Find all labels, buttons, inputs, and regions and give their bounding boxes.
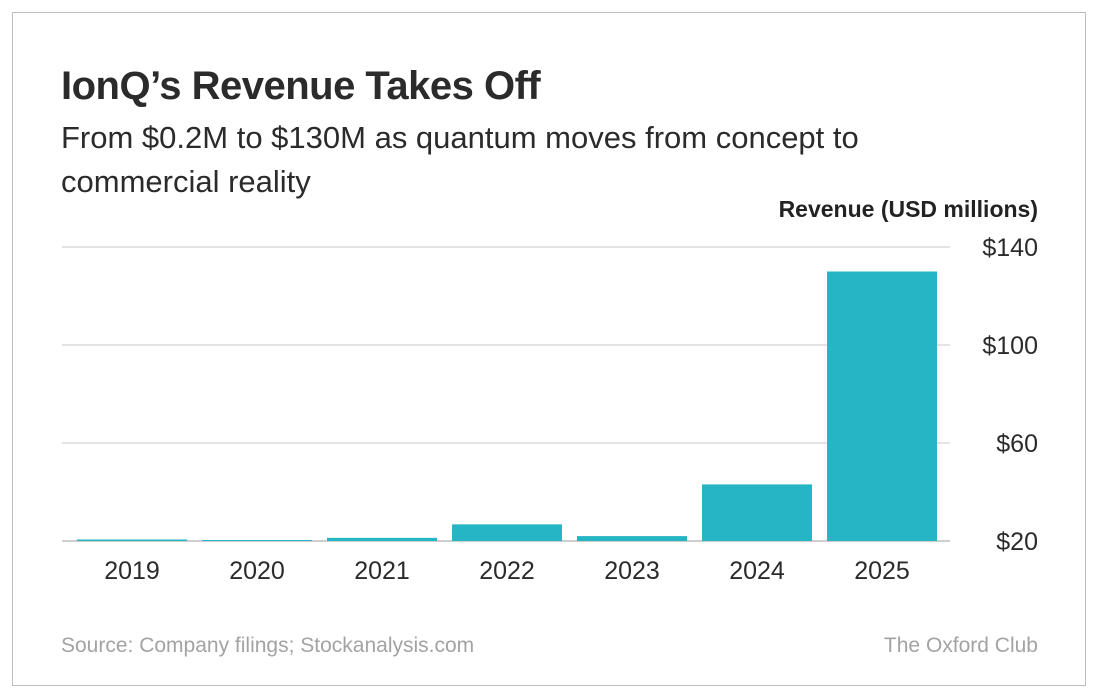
x-tick-label-2020: 2020 xyxy=(229,557,285,585)
chart-title: IonQ’s Revenue Takes Off xyxy=(61,64,541,108)
x-tick-label-2025: 2025 xyxy=(854,557,910,585)
bar-2023 xyxy=(577,536,687,541)
y-tick-label-100: $100 xyxy=(982,332,1038,360)
y-tick-label-60: $60 xyxy=(996,430,1038,458)
brand-name: The Oxford Club xyxy=(883,634,1038,657)
bar-2022 xyxy=(452,524,562,541)
bar-2021 xyxy=(327,537,437,541)
source-note: Source: Company filings; Stockanalysis.c… xyxy=(61,634,475,657)
bar-2020 xyxy=(202,540,312,541)
x-tick-label-2019: 2019 xyxy=(104,557,160,585)
bar-2024 xyxy=(702,484,812,541)
y-tick-label-20: $20 xyxy=(996,528,1038,556)
x-tick-label-2022: 2022 xyxy=(479,557,535,585)
bar-2019 xyxy=(77,539,187,541)
y-tick-label-140: $140 xyxy=(982,234,1038,262)
x-tick-label-2023: 2023 xyxy=(604,557,660,585)
bar-2025 xyxy=(827,271,937,541)
y-axis-title: Revenue (USD millions) xyxy=(778,196,1038,222)
x-tick-label-2024: 2024 xyxy=(729,557,785,585)
x-tick-label-2021: 2021 xyxy=(354,557,410,585)
chart-subtitle: From $0.2M to $130M as quantum moves fro… xyxy=(61,120,859,199)
